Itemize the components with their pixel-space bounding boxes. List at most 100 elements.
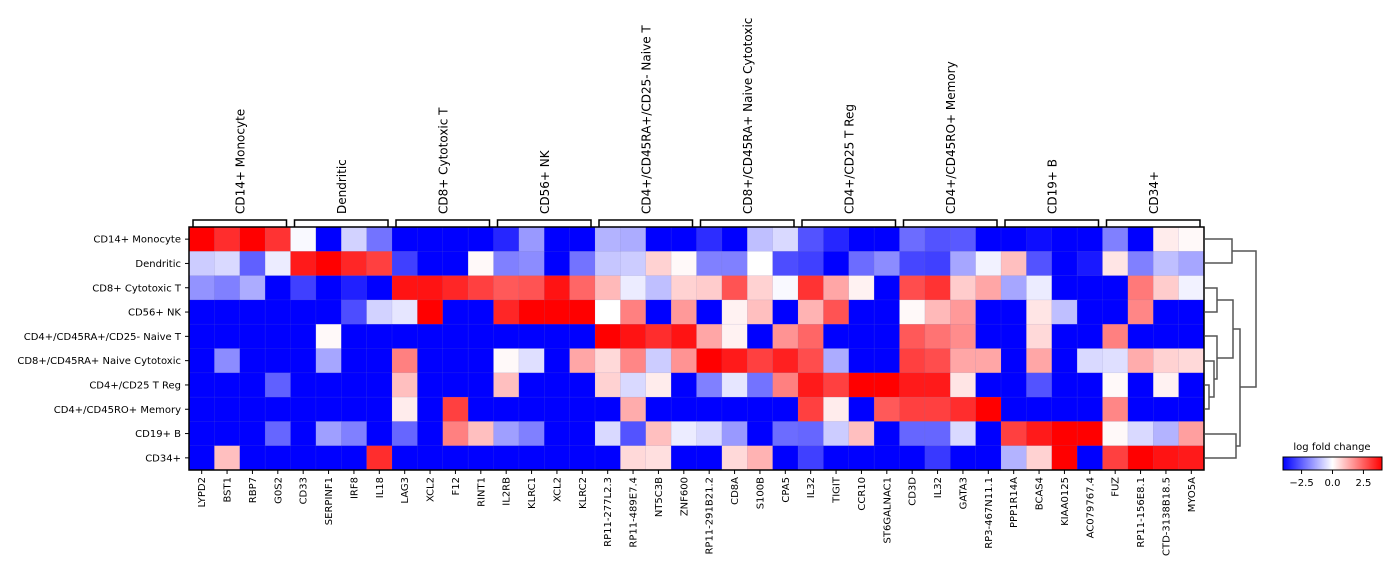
heatmap-cell: [696, 275, 723, 301]
column-label: ST6GALNAC1: [882, 477, 893, 543]
heatmap-cell: [975, 396, 1002, 422]
heatmap-cell: [1153, 372, 1180, 398]
row-labels: CD14+ Monocyte Dendritic CD8+ Cytotoxic T C…: [17, 235, 189, 464]
heatmap-cell: [696, 348, 723, 374]
heatmap-cell: [467, 372, 495, 398]
heatmap-cell: [620, 396, 647, 422]
heatmap-cell: [442, 226, 469, 252]
heatmap-cell: [493, 396, 520, 422]
heatmap-cell: [442, 275, 469, 301]
heatmap-cell: [797, 421, 824, 447]
heatmap-cell: [1102, 226, 1129, 252]
column-label: F12: [451, 477, 462, 495]
heatmap-cell: [341, 299, 368, 325]
column-label: BST1: [223, 477, 234, 503]
heatmap-cell: [1178, 348, 1205, 374]
dendrogram-branch: [1217, 299, 1234, 359]
heatmap-cell: [214, 372, 241, 398]
heatmap-cell: [1051, 299, 1078, 325]
heatmap-cell: [721, 275, 748, 301]
dendrogram-branch: [1205, 287, 1218, 313]
heatmap-cell: [493, 445, 520, 471]
heatmap-cell: [823, 348, 850, 374]
heatmap-cell: [493, 372, 520, 398]
group-label: CD19+ B: [1045, 159, 1059, 214]
heatmap-cell: [1178, 226, 1205, 252]
column-label: IL32: [806, 477, 817, 498]
heatmap-cell: [899, 226, 926, 252]
heatmap-cell: [1127, 323, 1154, 350]
row-label: CD34+: [145, 453, 181, 464]
group-label: Dendritic: [335, 159, 349, 214]
heatmap-cell: [594, 251, 621, 277]
row-label: CD8+/CD45RA+ Naive Cytotoxic: [17, 356, 181, 367]
heatmap-cell: [747, 445, 774, 471]
heatmap-cell: [569, 445, 596, 471]
heatmap-cell: [1178, 372, 1205, 398]
heatmap-cell: [899, 348, 926, 374]
heatmap-cell: [1076, 445, 1104, 471]
heatmap-cell: [467, 348, 495, 374]
row-label: CD8+ Cytotoxic T: [92, 283, 182, 294]
heatmap-cell: [747, 421, 774, 447]
group-label: CD8+/CD45RA+ Naive Cytotoxic: [741, 18, 755, 214]
heatmap-cell: [569, 275, 596, 301]
column-label: RP11-277L2.3: [603, 477, 614, 547]
heatmap-cell: [950, 299, 977, 325]
column-label: KIAA0125: [1060, 477, 1071, 526]
heatmap-cell: [620, 372, 647, 398]
group-label: CD4+/CD25 T Reg: [842, 104, 856, 214]
heatmap-cell: [1026, 421, 1053, 447]
heatmap-cell: [366, 275, 393, 301]
colorbar-tick-label: −2.5: [1289, 478, 1313, 489]
heatmap-cell: [1000, 372, 1027, 398]
heatmap-cell: [391, 445, 418, 471]
heatmap-cell: [391, 226, 418, 252]
colorbar-tick-label: 0.0: [1325, 478, 1341, 489]
colorbar-tick-label: 2.5: [1355, 478, 1371, 489]
heatmap-cell: [1051, 275, 1078, 301]
heatmap-cell: [594, 348, 621, 374]
heatmap-cell: [315, 323, 342, 350]
heatmap-cell: [518, 299, 545, 325]
heatmap-cell: [1051, 421, 1078, 447]
heatmap-cell: [1026, 275, 1053, 301]
heatmap-cell: [823, 251, 850, 277]
heatmap-cell: [518, 226, 545, 252]
heatmap-cell: [544, 348, 571, 374]
heatmap-cell: [721, 396, 748, 422]
heatmap-cell: [823, 275, 850, 301]
heatmap-cell: [214, 251, 241, 277]
heatmap-cell: [569, 421, 596, 447]
heatmap-cell: [670, 323, 698, 350]
heatmap-cell: [188, 445, 215, 471]
heatmap-cell: [823, 299, 850, 325]
heatmap-cell: [1153, 226, 1180, 252]
row-label: CD14+ Monocyte: [93, 235, 181, 246]
heatmap-cell: [899, 421, 926, 447]
heatmap-cell: [569, 348, 596, 374]
heatmap-cell: [924, 445, 951, 471]
heatmap-cell: [239, 251, 266, 277]
heatmap-cell: [417, 445, 444, 471]
heatmap-cell: [924, 323, 951, 350]
heatmap-cell: [670, 396, 698, 422]
heatmap-cell: [721, 421, 748, 447]
heatmap-cell: [848, 348, 875, 374]
heatmap-cell: [1178, 299, 1205, 325]
heatmap-cell: [1102, 348, 1129, 374]
heatmap-cell: [975, 421, 1002, 447]
column-label: AC079767.4: [1085, 477, 1096, 538]
heatmap-cell: [594, 299, 621, 325]
heatmap-cell: [518, 396, 545, 422]
heatmap-cell: [341, 396, 368, 422]
heatmap-cell: [924, 396, 951, 422]
heatmap-cell: [391, 372, 418, 398]
heatmap-cell: [797, 348, 824, 374]
heatmap-cell: [1000, 348, 1027, 374]
heatmap-cell: [848, 251, 875, 277]
heatmap-cell: [772, 445, 799, 471]
heatmap-cell: [721, 372, 748, 398]
heatmap-cell: [290, 445, 317, 471]
heatmap-cell: [391, 396, 418, 422]
